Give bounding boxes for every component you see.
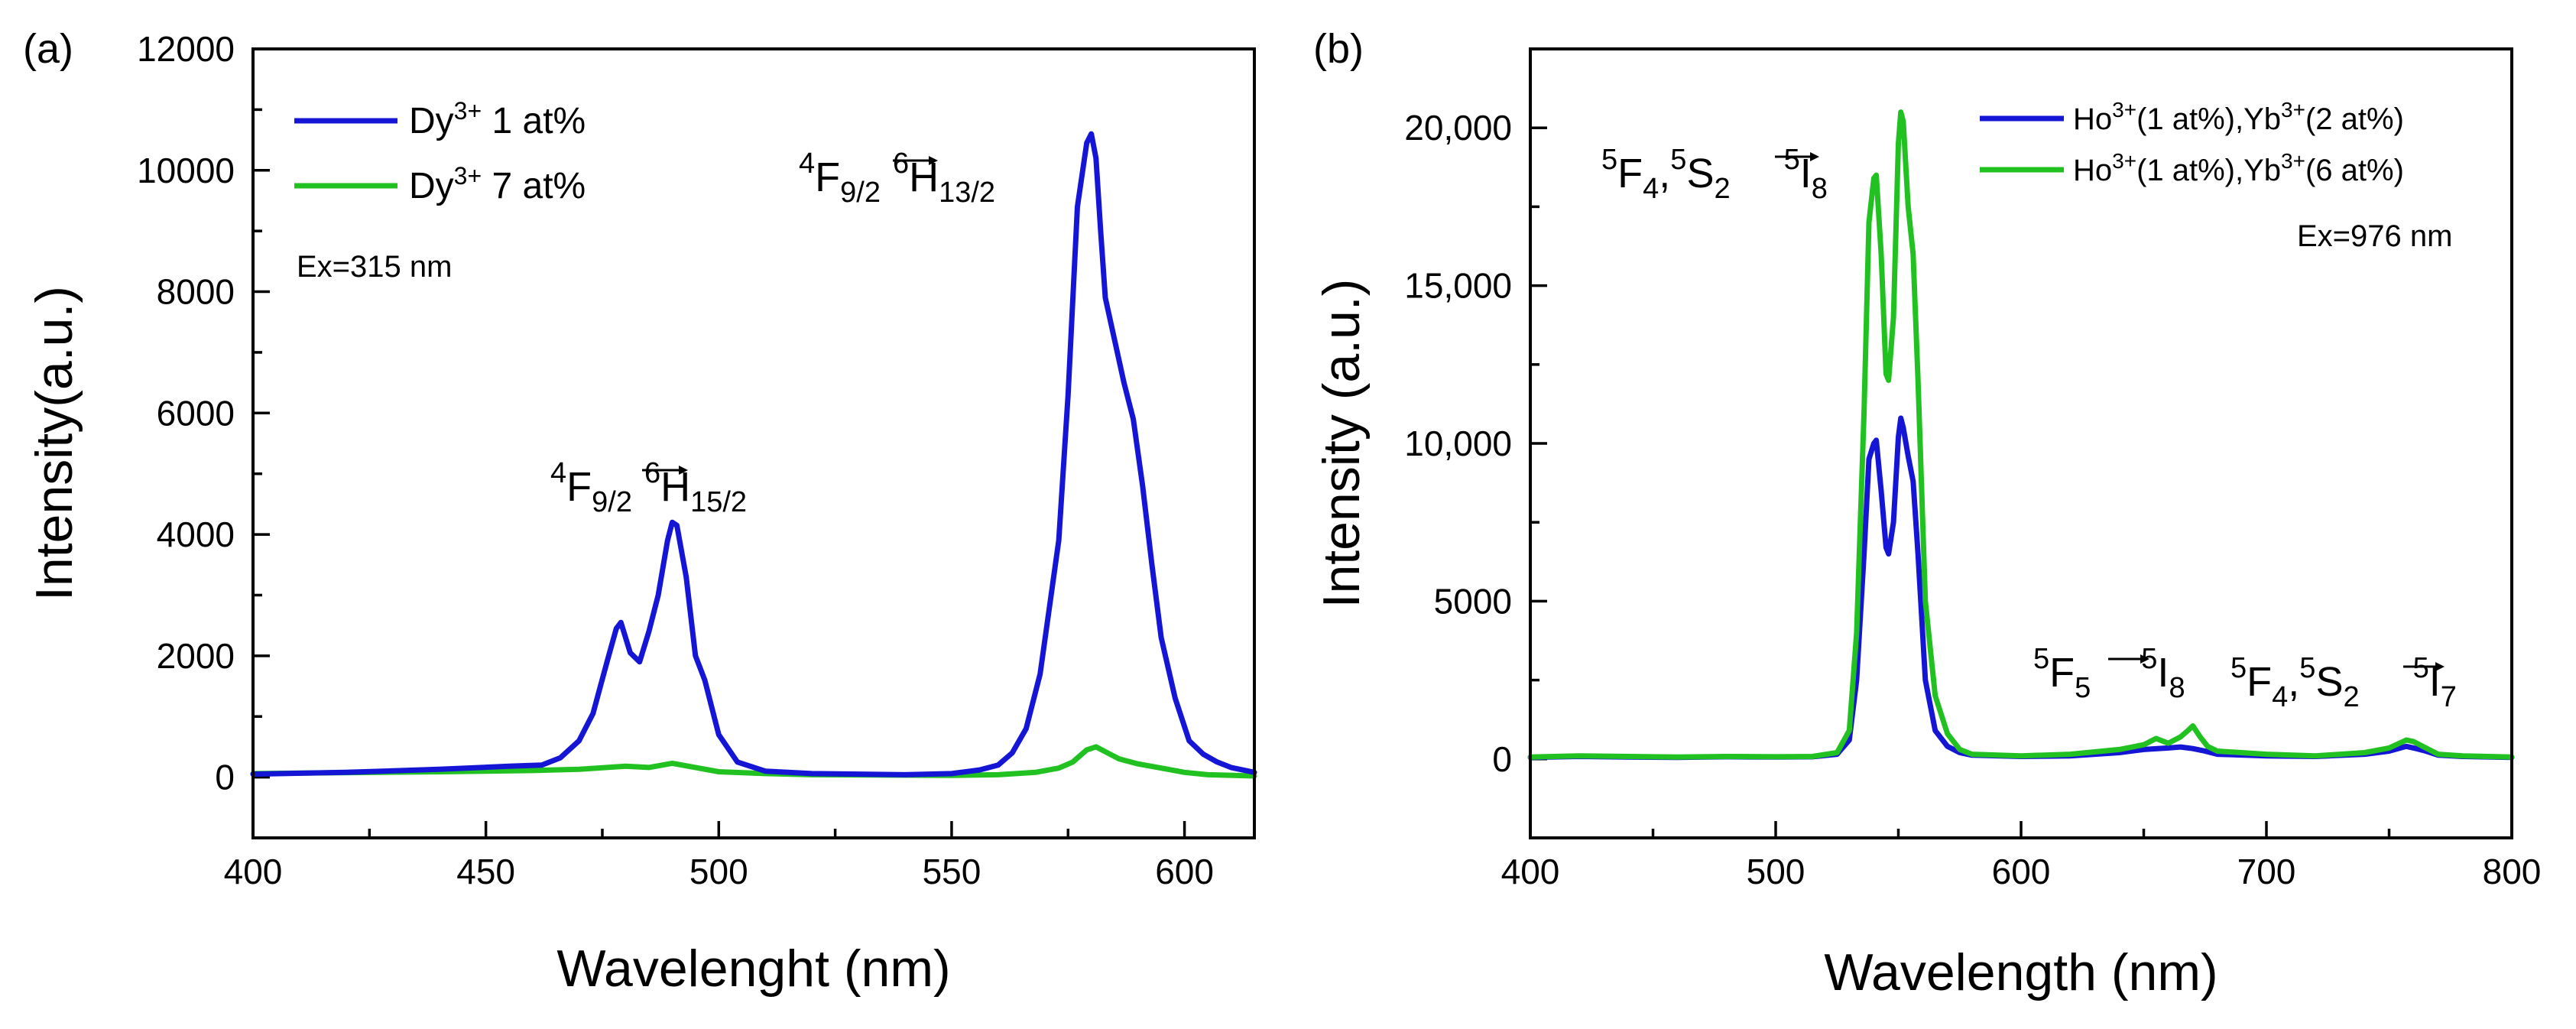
panel-a-y-tick-label: 10000 (137, 151, 235, 190)
panel-a-y-tick-label: 6000 (157, 393, 235, 433)
panel-a-chart: (a) 400 450 500 550 600020004000600080001000… (23, 26, 1257, 998)
panel-b-x-tick-label: 400 (1501, 852, 1560, 891)
annotation-b-transition-i8-main: 5F4,5S25I8 (1601, 144, 1828, 205)
annotation-b-arrowhead-3 (2435, 662, 2445, 671)
panel-a-y-tick-label: 8000 (157, 272, 235, 312)
panel-a-x-tick-label: 450 (456, 852, 515, 891)
panel-b-series (1527, 109, 2515, 761)
annotation-b-transition-f5: 5F55I8 (2033, 643, 2185, 704)
panel-a-y-tick-label: 2000 (157, 636, 235, 676)
annotation-a-arrowhead-1 (679, 466, 688, 475)
legend-a-label-dy7: Dy3+ 7 at% (409, 162, 586, 206)
annotation-b-transition-i7: 5F4,5S25I7 (2230, 652, 2457, 713)
panel-b-tick-labels: 400 500 600 700 800 0 5000 10,000 15,000 20,000 (1404, 108, 2541, 891)
annotation-a-transition-15-2: 4F9/26H15/2 (550, 457, 747, 518)
legend-b-label-yb6: Ho3+(1 at%),Yb3+(6 at%) (2073, 149, 2404, 187)
panel-b-y-tick-label: 10,000 (1404, 424, 1512, 463)
annotation-a-transition-13-2: 4F9/26H13/2 (799, 148, 995, 209)
panel-a-plot-frame (251, 47, 1256, 839)
panel-b-plot-frame (1529, 47, 2513, 839)
panel-a-x-axis-title: Wavelenght (nm) (556, 940, 950, 998)
legend-b-label-yb2: Ho3+(1 at%),Yb3+(2 at%) (2073, 98, 2404, 136)
panel-b-x-tick-label: 700 (2237, 852, 2296, 891)
panel-b-excitation: Ex=976 nm (2297, 219, 2452, 253)
panel-a-series (250, 131, 1257, 779)
panel-b-x-tick-label: 500 (1747, 852, 1805, 891)
panel-b-y-axis-title: Intensity (a.u.) (1312, 279, 1371, 609)
panel-a-y-tick-label: 0 (215, 758, 235, 797)
panel-a-tick-labels: 400 450 500 550 6000200040006000800010000120… (137, 29, 1214, 891)
panel-b-annotation-main: 5F4,5S25I8 (1601, 144, 1828, 205)
panel-a-y-tick-label: 4000 (157, 514, 235, 554)
annotation-a-arrowhead-2 (929, 156, 938, 165)
panel-b-legend: Ho3+(1 at%),Yb3+(2 at%) Ho3+(1 at%),Yb3+… (1980, 98, 2404, 187)
panel-b-label: (b) (1313, 26, 1364, 72)
panel-a-annotation-15-2: 4F9/26H15/2 (550, 457, 747, 518)
panel-b-series-line-2 (1527, 109, 2515, 760)
panel-a-y-axis-title: Intensity(a.u.) (25, 286, 83, 601)
panel-b-annotation-i7: 5F4,5S25I7 (2230, 652, 2457, 713)
panel-b-y-tick-label: 15,000 (1404, 266, 1512, 306)
panel-a-annotation-13-2: 4F9/26H13/2 (799, 148, 995, 209)
panel-b-annotation-f5: 5F55I8 (2033, 643, 2185, 704)
panel-b-x-tick-label: 600 (1992, 852, 2051, 891)
panel-a-x-tick-label: 600 (1155, 852, 1214, 891)
annotation-b-arrowhead-2 (2140, 654, 2149, 664)
panel-b-x-tick-label: 800 (2483, 852, 2542, 891)
panel-b-y-tick-label: 5000 (1434, 581, 1512, 621)
panel-a-series-line-2 (250, 744, 1257, 779)
panel-a-ticks (251, 47, 1186, 839)
panel-a-x-tick-label: 400 (224, 852, 283, 891)
panel-a-x-tick-label: 550 (923, 852, 981, 891)
panel-a-legend: Dy3+ 1 at% Dy3+ 7 at% (294, 97, 586, 206)
annotation-b-arrowhead-1 (1810, 152, 1819, 161)
panel-a-series-line-1 (250, 131, 1257, 777)
legend-a-label-dy1: Dy3+ 1 at% (409, 97, 586, 141)
panel-a-excitation: Ex=315 nm (297, 250, 452, 284)
panel-a-label: (a) (23, 26, 73, 72)
panel-b-series-line-1 (1527, 415, 2515, 761)
panel-b-y-tick-label: 20,000 (1404, 108, 1512, 148)
panel-a-x-tick-label: 500 (689, 852, 748, 891)
panel-b-x-axis-title: Wavelength (nm) (1824, 943, 2218, 1001)
panel-b-y-tick-label: 0 (1492, 739, 1512, 779)
panel-a-y-tick-label: 12000 (137, 29, 235, 69)
panel-b-chart: (b) 400 500 600 700 800 0 5000 10,000 15,000 20,0… (1312, 26, 2541, 1001)
